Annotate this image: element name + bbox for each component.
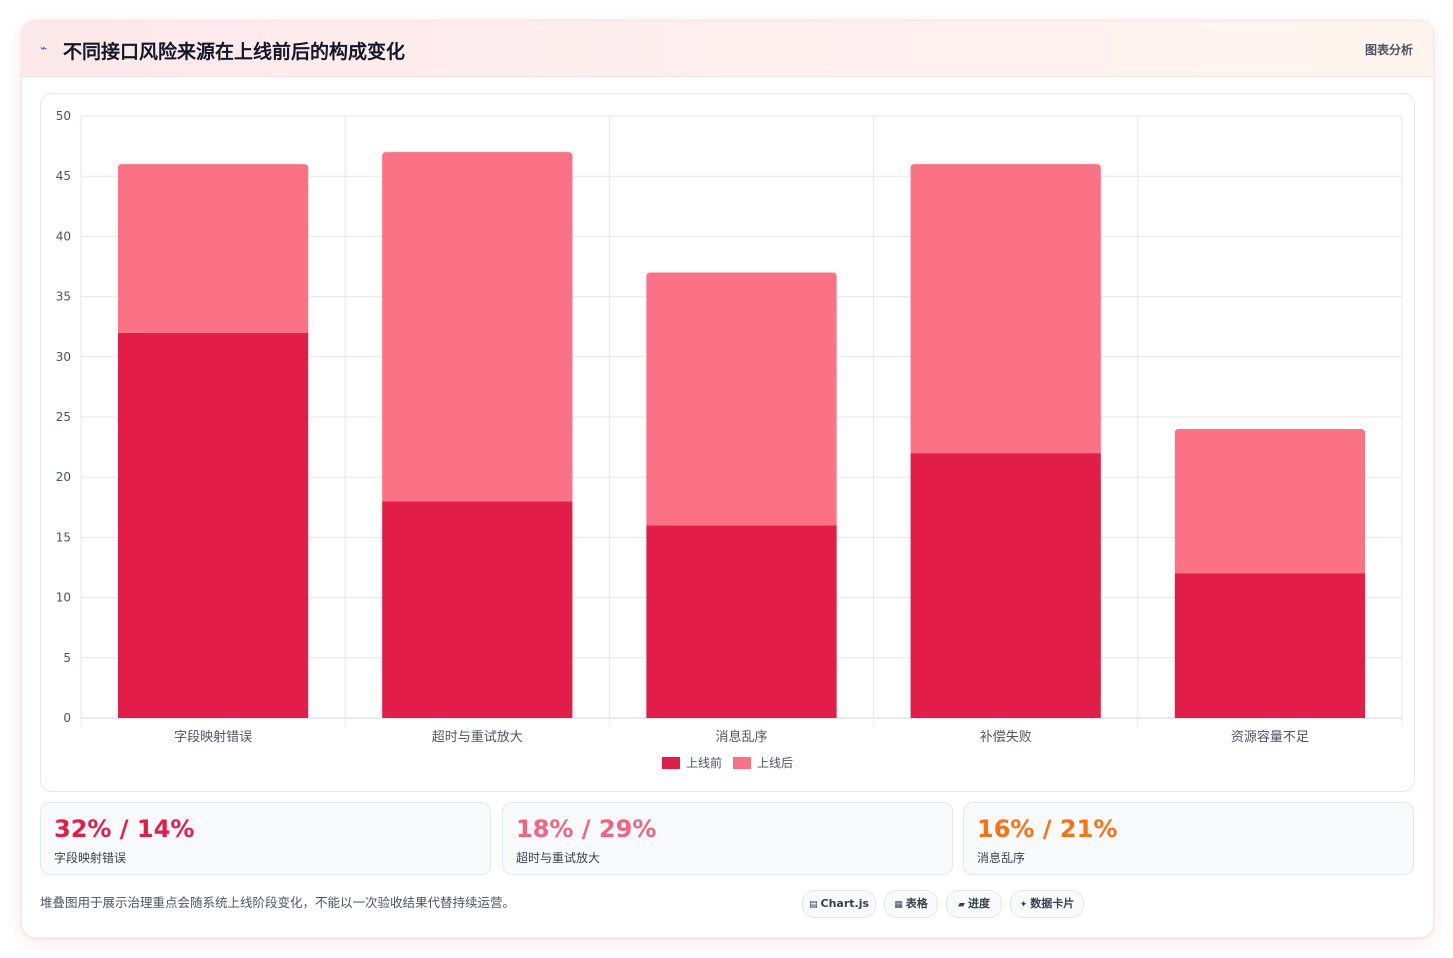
tag-progress[interactable]: ▰ 进度 (946, 890, 1002, 918)
x-tick-label: 消息乱序 (715, 729, 767, 745)
sparkle-icon: ✦ (1019, 900, 1028, 910)
y-tick-label: 20 (56, 470, 71, 484)
chart-line-icon: ⌁ (40, 41, 48, 55)
progress-icon: ▰ (958, 900, 965, 910)
page-title: 不同接口风险来源在上线前后的构成变化 (63, 41, 406, 63)
legend-label: 上线前 (686, 755, 722, 770)
bar-segment-before (1174, 573, 1366, 718)
stat-card-2: 18% / 29% 超时与重试放大 (502, 802, 953, 875)
x-tick-label: 资源容量不足 (1231, 729, 1309, 745)
y-tick-label: 10 (56, 591, 71, 605)
y-tick-label: 35 (56, 290, 71, 304)
y-tick-label: 30 (56, 350, 71, 364)
stat-card-1: 32% / 14% 字段映射错误 (40, 802, 491, 875)
bar-segment-before (646, 525, 837, 718)
bar-segment-before (117, 332, 309, 718)
y-tick-label: 5 (63, 651, 71, 665)
chart-icon: ▤ (808, 900, 818, 910)
stat-label: 消息乱序 (977, 851, 1026, 865)
x-tick-label: 字段映射错误 (174, 729, 252, 745)
y-tick-label: 0 (63, 711, 71, 725)
tag-label: 表格 (905, 897, 928, 910)
bar-segment-before (382, 501, 573, 718)
tag-label: Chart.js (820, 897, 870, 910)
legend-swatch (662, 757, 680, 769)
table-icon: ▦ (894, 900, 903, 910)
x-tick-label: 超时与重试放大 (432, 729, 523, 745)
bar-segment-after (382, 152, 573, 502)
bar-segment-before (910, 453, 1101, 718)
tag-label: 进度 (967, 897, 990, 910)
stat-value: 18% / 29% (516, 815, 657, 843)
stat-value: 16% / 21% (977, 815, 1118, 843)
stat-value: 32% / 14% (54, 815, 195, 843)
stat-card-3: 16% / 21% 消息乱序 (963, 802, 1414, 875)
chart-analysis-label: 图表分析 (1364, 43, 1413, 57)
stat-label: 字段映射错误 (54, 851, 127, 865)
legend-swatch (733, 757, 751, 769)
y-tick-label: 45 (56, 169, 71, 183)
y-tick-label: 15 (56, 530, 71, 544)
bar-segment-after (1174, 429, 1366, 574)
stat-label: 超时与重试放大 (516, 851, 601, 865)
bar-segment-after (646, 272, 837, 526)
x-tick-label: 补偿失败 (980, 730, 1032, 745)
chart-panel: 0 5 10 15 20 25 30 35 40 45 50 字段映射错误 超时与重试放大 消息乱序 补偿失… (40, 93, 1415, 792)
tag-label: 数据卡片 (1030, 897, 1075, 910)
bar-segment-after (117, 164, 309, 333)
y-tick-label: 25 (56, 410, 71, 424)
y-tick-label: 50 (56, 109, 71, 123)
chart-card: ⌁ 不同接口风险来源在上线前后的构成变化 图表分析 0 5 10 15 20 25 30 35… (21, 20, 1434, 938)
stacked-bar-chart: 0 5 10 15 20 25 30 35 40 45 50 字段映射错误 超时与重试放大 消息乱序 补偿失… (56, 109, 1403, 770)
bar-segment-after (910, 164, 1101, 454)
footer-note: 堆叠图用于展示治理重点会随系统上线阶段变化，不能以一次验收结果代替持续运营。 (40, 895, 516, 910)
card-header: ⌁ 不同接口风险来源在上线前后的构成变化 图表分析 (22, 21, 1433, 77)
y-tick-label: 40 (56, 229, 71, 243)
tag-data-card[interactable]: ✦ 数据卡片 (1010, 890, 1084, 918)
tag-chartjs[interactable]: ▤ Chart.js (802, 890, 876, 918)
legend-label: 上线后 (757, 756, 793, 770)
tag-table[interactable]: ▦ 表格 (884, 890, 938, 918)
